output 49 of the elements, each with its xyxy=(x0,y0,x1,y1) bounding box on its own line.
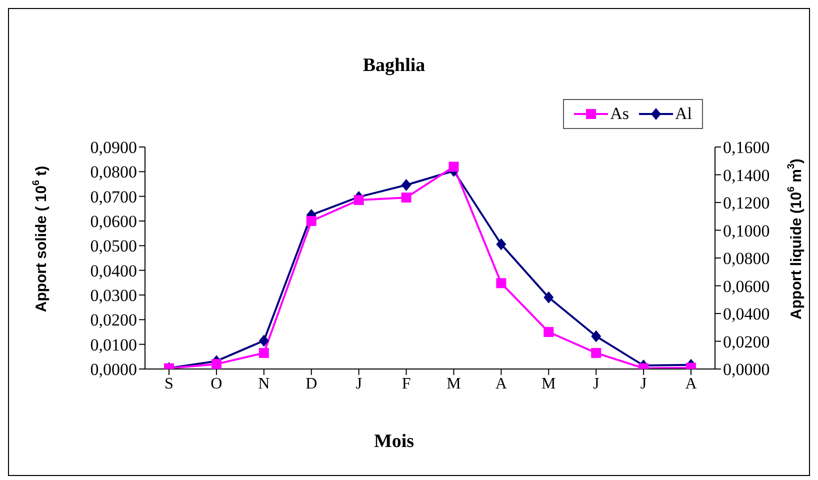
y-tick-label: 0,0500 xyxy=(90,236,137,256)
point xyxy=(591,348,602,358)
y-tick-label: 0,0200 xyxy=(90,310,137,330)
y-tick-label: 0,0600 xyxy=(90,212,137,232)
y-tick-label: 0,0900 xyxy=(90,138,137,158)
point xyxy=(401,192,412,203)
x-tick-label: M xyxy=(446,375,461,392)
y2-tick-label: 0,1600 xyxy=(723,138,770,158)
point xyxy=(496,238,506,250)
legend-label: As xyxy=(610,104,629,124)
y2-tick-label: 0,0600 xyxy=(723,276,770,296)
y2-tick-label: 0,0400 xyxy=(723,304,770,324)
x-tick-label: N xyxy=(258,375,270,392)
legend-label: Al xyxy=(675,104,692,124)
x-tick-label: O xyxy=(210,375,222,392)
x-axis-title: Mois xyxy=(374,431,414,452)
point xyxy=(258,334,269,347)
point xyxy=(211,359,222,369)
y2-tick-label: 0,1200 xyxy=(723,194,770,213)
x-tick-label: S xyxy=(164,375,174,392)
x-tick-label: F xyxy=(402,375,411,392)
y-tick-label: 0,0000 xyxy=(90,360,137,380)
x-tick-label: D xyxy=(306,375,318,392)
y-tick-label: 0,0700 xyxy=(90,187,137,206)
y2-tick-label: 0,0000 xyxy=(723,360,770,380)
y2-tick-label: 0,1400 xyxy=(723,166,770,185)
point xyxy=(306,216,316,226)
y2-tick-label: 0,1000 xyxy=(723,221,770,240)
point xyxy=(496,278,506,288)
point xyxy=(544,327,554,337)
y-tick-label: 0,0100 xyxy=(90,335,137,354)
x-tick-label: A xyxy=(495,375,508,392)
point xyxy=(448,162,459,172)
point xyxy=(591,330,602,342)
chart-title: Baghlia xyxy=(362,55,426,76)
point xyxy=(258,348,269,358)
point xyxy=(544,291,554,304)
y2-tick-label: 0,0200 xyxy=(723,332,770,352)
x-tick-label: M xyxy=(542,375,556,392)
point xyxy=(354,195,364,206)
y2-tick-label: 0,0800 xyxy=(723,249,770,268)
x-tick-label: J xyxy=(640,375,647,392)
y-tick-label: 0,0800 xyxy=(90,162,137,182)
x-tick-label: J xyxy=(592,375,600,392)
y-tick-label: 0,0300 xyxy=(90,286,137,306)
x-tick-label: A xyxy=(685,375,698,392)
point xyxy=(401,179,412,192)
x-tick-label: J xyxy=(356,375,362,392)
y-tick-label: 0,0400 xyxy=(90,261,137,280)
